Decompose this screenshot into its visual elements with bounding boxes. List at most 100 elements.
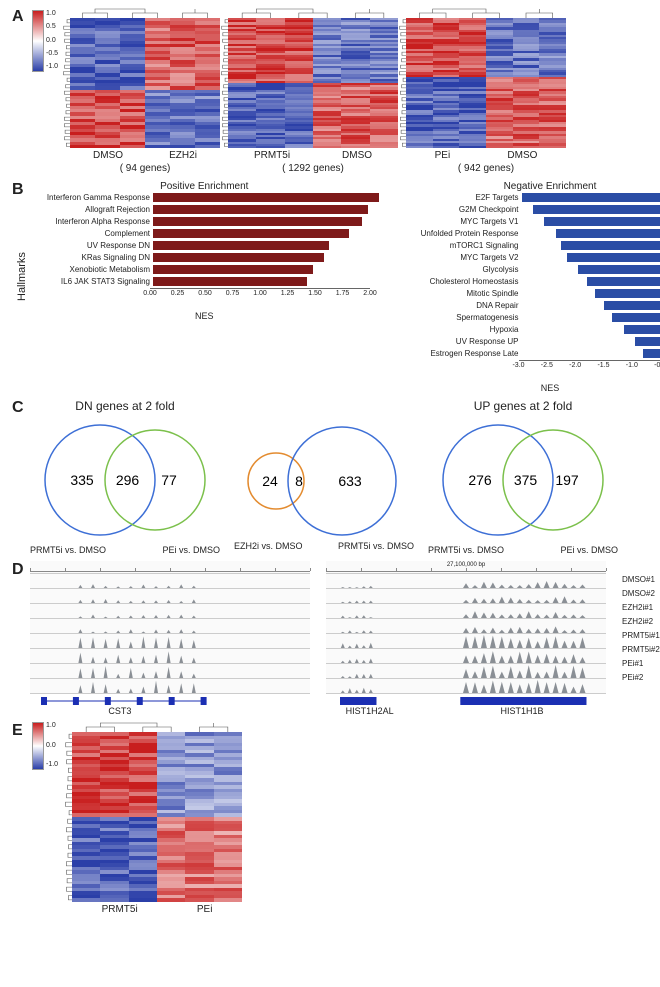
track-svg (30, 574, 310, 588)
axis-tick: 1.25 (281, 290, 295, 297)
heatmap: PRMT5iDMSO( 1292 genes) (228, 8, 398, 175)
pos-bars: Interferon Gamma Response Allograft Rejec… (30, 192, 379, 287)
axis-tick: -2.0 (569, 362, 581, 369)
pos-bar-row: UV Response DN (30, 240, 379, 251)
pos-bar (153, 253, 324, 262)
pos-bar (153, 193, 379, 202)
neg-bar-label: UV Response UP (409, 337, 522, 346)
neg-enrichment-chart: Negative Enrichment E2F TargetsG2M Check… (409, 181, 660, 393)
neg-bar (604, 301, 660, 310)
track-row (326, 634, 606, 649)
panel-b: B Hallmarks Positive Enrichment Interfer… (10, 181, 650, 393)
neg-bar (578, 265, 660, 274)
axis-tick: 1.00 (253, 290, 267, 297)
cbE-t0: 1.0 (46, 722, 58, 729)
venn-right-only: 197 (555, 472, 579, 488)
dendro-left (62, 732, 72, 902)
track-row (30, 574, 310, 589)
axis-tick: -1.5 (597, 362, 609, 369)
peak-area (30, 599, 310, 603)
pos-axis: 0.000.250.500.751.001.251.501.752.00 (150, 288, 370, 301)
track-row (30, 664, 310, 679)
neg-bar-row: Glycolysis (409, 264, 660, 275)
venn2-captions: EZH2i vs. DMSO PRMT5i vs. DMSO (234, 541, 414, 551)
sample-label: EZH2i#2 (622, 617, 653, 626)
venn2-left-label: EZH2i vs. DMSO (234, 541, 303, 551)
venn2-right-label: PRMT5i vs. DMSO (338, 541, 414, 551)
peak-area (30, 636, 310, 648)
neg-bar-label: Cholesterol Homeostasis (409, 277, 522, 286)
up-title: UP genes at 2 fold (428, 399, 618, 413)
peak-area (30, 651, 310, 663)
track-svg (30, 589, 310, 603)
axis-tick: 1.50 (308, 290, 322, 297)
pos-bar-label: Interferon Gamma Response (30, 193, 153, 202)
panel-a-label: A (12, 8, 24, 26)
peak-area (326, 680, 606, 693)
cb-t4: -1.0 (46, 63, 58, 70)
track-row (30, 589, 310, 604)
pos-bar-row: Xenobiotic Metabolism (30, 264, 379, 275)
sample-label: PEi#2 (622, 673, 643, 682)
dendro-top (406, 8, 566, 18)
track-svg (30, 679, 310, 693)
dendro-left (396, 18, 406, 148)
axis-tick: 0.25 (171, 290, 185, 297)
peak-area (30, 584, 310, 588)
sample-label: PRMT5i#2 (622, 645, 660, 654)
neg-bar-label: MYC Targets V2 (409, 253, 522, 262)
sample-label: PEi#1 (622, 659, 643, 668)
sample-label: DMSO#2 (622, 589, 655, 598)
pos-bar-label: Allograft Rejection (30, 205, 153, 214)
venn1-right-label: PEi vs. DMSO (162, 545, 220, 555)
neg-axis: -3.0-2.5-2.0-1.5-1.0-0.50.0 (519, 360, 660, 373)
venn-up: UP genes at 2 fold 276375197 PRMT5i vs. … (428, 399, 618, 555)
colorbar-e-gradient (32, 722, 44, 770)
ruler (30, 561, 310, 574)
neg-bar-row: Hypoxia (409, 324, 660, 335)
dendro-left (62, 732, 72, 902)
pos-bar (153, 241, 329, 250)
track-svg (30, 604, 310, 618)
track-svg (326, 604, 606, 618)
hm-grid (72, 732, 242, 902)
neg-bar (635, 337, 660, 346)
pos-bar-label: Interferon Alpha Response (30, 217, 153, 226)
neg-bar-label: G2M Checkpoint (409, 205, 522, 214)
panel-d: D CST3 27,100,000 bpHIST1H2ALHIST1H1B DM… (10, 561, 650, 716)
dendro-top (72, 722, 242, 732)
venn3-svg: 276375197 (428, 415, 618, 545)
panel-a-row: DMSOEZH2i( 94 genes)PRMT5iDMSO( 1292 gen… (70, 8, 650, 175)
peak-area (30, 614, 310, 618)
pos-bar-row: IL6 JAK STAT3 Signaling (30, 276, 379, 287)
panel-b-row: Positive Enrichment Interferon Gamma Res… (30, 181, 650, 393)
track-row (30, 679, 310, 694)
neg-bar-row: mTORC1 Signaling (409, 240, 660, 251)
peak-area (30, 681, 310, 693)
neg-bar-label: mTORC1 Signaling (409, 241, 522, 250)
neg-title: Negative Enrichment (409, 181, 660, 192)
venn3-captions: PRMT5i vs. DMSO PEi vs. DMSO (428, 545, 618, 555)
track-svg (30, 664, 310, 678)
cb-t3: -0.5 (46, 50, 58, 57)
colorbar-ticks: 1.0 0.5 0.0 -0.5 -1.0 (46, 10, 58, 70)
neg-bar-label: Unfolded Protein Response (409, 229, 522, 238)
track-row (30, 604, 310, 619)
tracks-right: 27,100,000 bpHIST1H2ALHIST1H1B (326, 561, 606, 716)
neg-bar-label: Estrogen Response Late (409, 349, 522, 358)
venn2-svg: 248633 (234, 421, 414, 541)
axis-tick: -0.5 (654, 362, 660, 369)
track-svg (30, 634, 310, 648)
neg-bar-row: Spermatogenesis (409, 312, 660, 323)
coord-label: 27,100,000 bp (447, 562, 485, 568)
neg-bar-row: Estrogen Response Late (409, 348, 660, 359)
venn-left-only: 335 (70, 472, 94, 488)
neg-bar-label: Spermatogenesis (409, 313, 522, 322)
peak-area (326, 635, 606, 648)
pos-nes-label: NES (30, 311, 379, 321)
pos-bar-label: UV Response DN (30, 241, 153, 250)
track-svg (30, 619, 310, 633)
hallmarks-axis-label: Hallmarks (16, 252, 28, 301)
dn-title: DN genes at 2 fold (30, 399, 220, 413)
peak-area (326, 611, 606, 618)
